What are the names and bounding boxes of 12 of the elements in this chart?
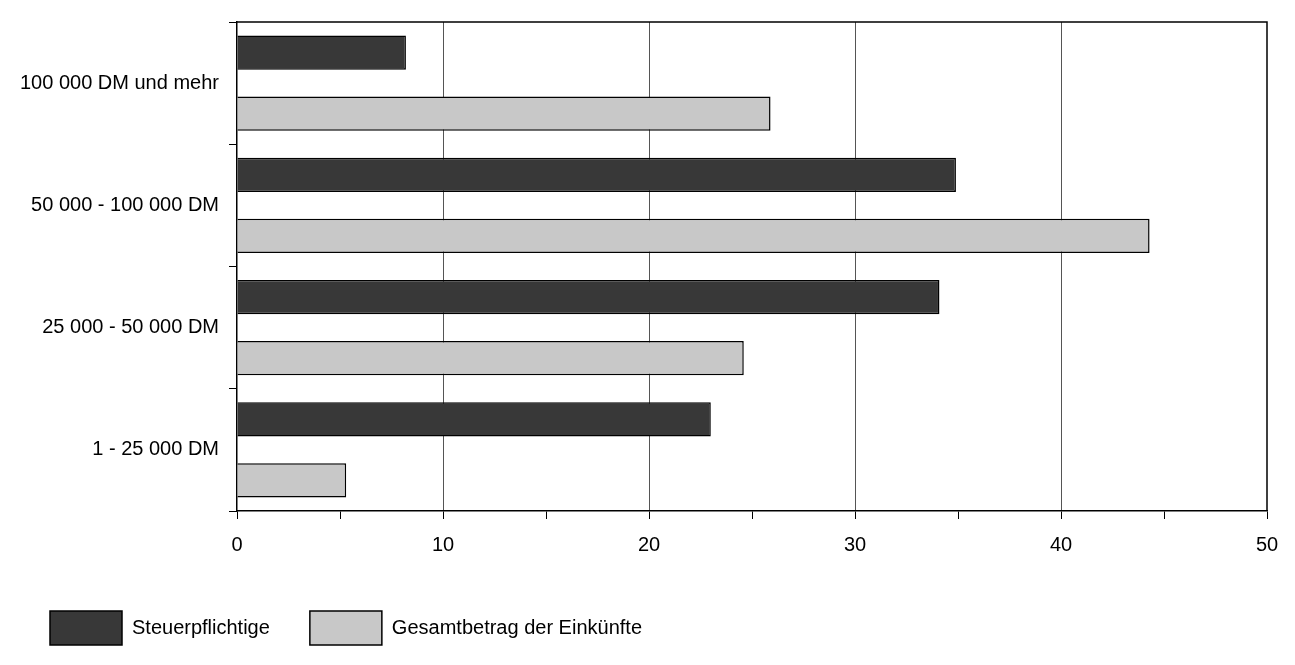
x-tick-label: 50 [1255, 532, 1279, 555]
x-tick-label: 10 [431, 532, 455, 555]
y-tick-label: 100 000 DM und mehr [19, 70, 220, 93]
y-tick-label: 50 000 - 100 000 DM [31, 192, 219, 215]
x-tick-label: 0 [231, 532, 243, 555]
y-tick-label: 25 000 - 50 000 DM [42, 315, 219, 338]
x-tick-label: 20 [637, 532, 661, 555]
legend-label: Steuerpflichtige [132, 615, 270, 638]
y-tick-label: 1 - 25 000 DM [92, 437, 219, 460]
x-tick-label: 30 [843, 532, 867, 555]
legend-label: Gesamtbetrag der Einkünfte [391, 615, 642, 638]
x-tick-label: 40 [1049, 532, 1073, 555]
